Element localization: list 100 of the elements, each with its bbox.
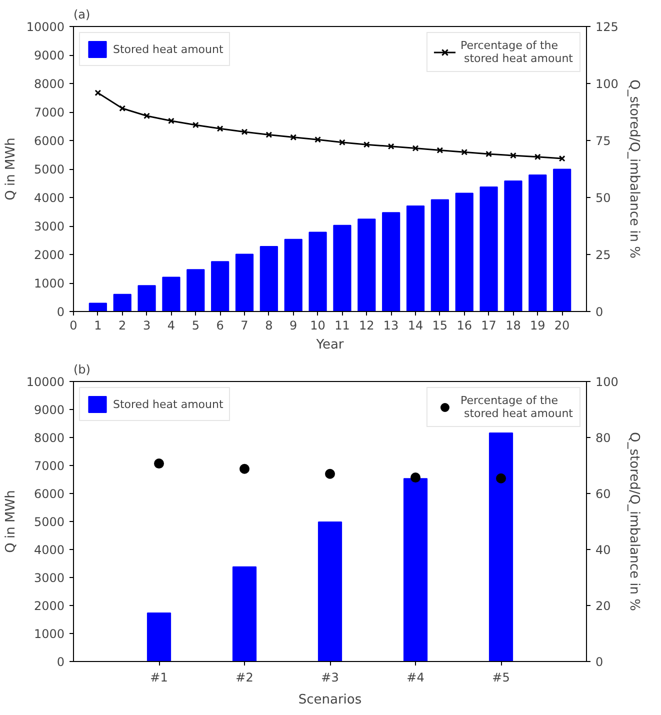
bar (358, 218, 376, 312)
bar (528, 174, 547, 312)
y-tick-label: 7000 (34, 106, 65, 120)
x-axis-title: Year (315, 338, 344, 352)
bar (382, 212, 400, 312)
bar (504, 180, 522, 312)
bar (430, 199, 449, 312)
y2-axis-title: Q_stored/Q_imbalance in % (626, 432, 642, 611)
bar (260, 246, 278, 312)
point (496, 473, 506, 484)
chart-title: (b) (74, 362, 90, 376)
x-tick-label: #4 (406, 670, 424, 684)
y2-tick-label: 25 (596, 248, 611, 262)
y-tick-label: 10000 (26, 375, 65, 389)
y-tick-label: 8000 (34, 77, 65, 91)
x-tick-label: 10 (310, 318, 326, 332)
x-tick-label: 0 (70, 318, 78, 332)
point (486, 150, 492, 158)
y-tick-label: 9000 (34, 403, 65, 417)
legend-label: Percentage of the stored heat amount (460, 394, 573, 420)
y-axis-title: Q in MWh (3, 138, 18, 200)
bar (553, 168, 572, 312)
x-tick-label: 20 (554, 318, 570, 332)
y2-tick-label: 0 (596, 305, 604, 319)
point (534, 154, 541, 160)
x-tick-label: 11 (334, 318, 350, 332)
x-tick-label: 8 (265, 318, 273, 332)
point (241, 128, 248, 136)
y-tick-label: 4000 (34, 543, 65, 557)
point (290, 134, 297, 141)
point (461, 148, 468, 156)
y-tick-label: 8000 (34, 431, 65, 445)
y2-tick-label: 20 (596, 599, 611, 613)
point (168, 118, 174, 124)
x-tick-label: 18 (506, 318, 521, 332)
x-tick-label: 14 (408, 318, 424, 332)
legend-label: Stored heat amount (113, 398, 224, 410)
point (144, 112, 150, 120)
x-tick-label: 3 (142, 318, 151, 332)
y2-tick-label: 75 (596, 134, 611, 148)
point (266, 132, 272, 138)
y2-tick-label: 100 (596, 77, 618, 91)
y2-tick-label: 40 (596, 543, 611, 557)
y-tick-label: 9000 (34, 48, 65, 62)
y-tick-label: 10000 (26, 20, 65, 34)
point (154, 458, 164, 469)
y-tick-label: 2000 (34, 248, 65, 262)
bar (403, 478, 428, 662)
y2-tick-label: 80 (596, 431, 611, 445)
x-tick-label: 9 (290, 318, 298, 332)
legend-label: Percentage of the stored heat amount (460, 39, 573, 65)
point (410, 472, 420, 483)
bar (318, 522, 342, 662)
point (436, 147, 444, 154)
legend-label: Stored heat amount (113, 42, 224, 56)
bar (211, 261, 230, 312)
y-tick-label: 1000 (34, 276, 65, 290)
y-tick-label: 6000 (34, 487, 65, 501)
x-tick-label: 1 (94, 318, 102, 332)
bar (186, 269, 205, 312)
point (325, 468, 335, 479)
y-tick-label: 4000 (34, 191, 65, 205)
point (558, 155, 566, 162)
y-tick-label: 3000 (34, 220, 65, 234)
x-tick-label: 16 (456, 318, 472, 332)
x-axis-title: Scenarios (298, 692, 362, 708)
point (240, 464, 250, 474)
y2-tick-label: 0 (596, 655, 604, 669)
y-tick-label: 5000 (34, 515, 65, 529)
x-tick-label: #1 (150, 670, 168, 684)
bar (146, 612, 172, 662)
y2-tick-label: 100 (596, 375, 618, 389)
point (94, 90, 102, 96)
bar (284, 238, 302, 312)
x-tick-label: 12 (359, 318, 374, 332)
point (119, 105, 126, 112)
x-tick-label: 5 (192, 318, 200, 332)
bar (232, 566, 257, 662)
y-tick-label: 1000 (34, 627, 65, 641)
y-axis-title: Q in MWh (3, 490, 18, 553)
y-tick-label: 3000 (34, 571, 65, 585)
bar (235, 254, 254, 312)
bar (113, 294, 132, 312)
bar (406, 206, 425, 312)
y2-axis-title: Q_stored/Q_imbalance in % (626, 80, 642, 258)
x-tick-label: 17 (481, 318, 496, 332)
y2-tick-label: 125 (596, 20, 618, 34)
x-tick-label: 19 (530, 318, 546, 332)
x-tick-label: 15 (432, 318, 448, 332)
point (412, 145, 419, 152)
y-tick-label: 7000 (34, 459, 65, 473)
x-tick-label: #3 (321, 670, 339, 684)
x-tick-label: 4 (167, 318, 176, 332)
chart-title: (a) (74, 8, 90, 22)
y2-tick-label: 50 (596, 191, 611, 205)
point (192, 122, 199, 128)
bar (455, 192, 474, 312)
point (314, 136, 322, 143)
point (510, 152, 516, 159)
bar (88, 302, 107, 312)
